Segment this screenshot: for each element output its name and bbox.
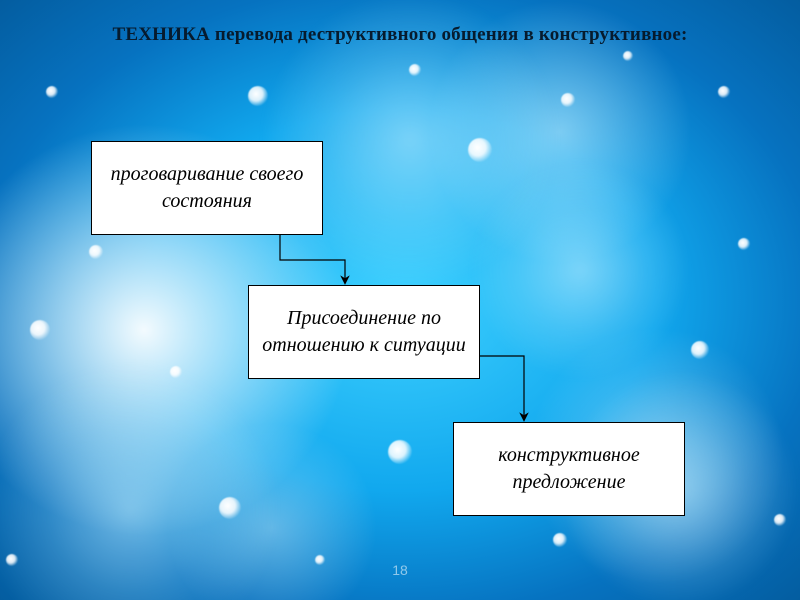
bokeh-dot (691, 341, 709, 359)
slide-stage: ТЕХНИКА перевода деструктивного общения … (0, 0, 800, 600)
bokeh-dot (738, 238, 750, 250)
bokeh-dot (623, 51, 633, 61)
bokeh-dot (89, 245, 103, 259)
bokeh-dot (553, 533, 567, 547)
flow-node-2-line2: отношению к ситуации (262, 334, 465, 356)
bokeh-dot (468, 138, 492, 162)
flow-node-1-line2: состояния (162, 190, 252, 212)
slide-number: 18 (0, 562, 800, 578)
bokeh-dot (248, 86, 268, 106)
flow-node-3-line2: предложение (513, 471, 626, 493)
page-title: ТЕХНИКА перевода деструктивного общения … (0, 24, 800, 46)
bokeh-dot (388, 440, 412, 464)
flow-node-3-line1: конструктивное (498, 444, 639, 466)
bokeh-dot (774, 514, 786, 526)
flow-node-3: конструктивное предложение (453, 422, 685, 516)
flow-node-2: Присоединение по отношению к ситуации (248, 285, 480, 379)
flow-node-1-line1: проговаривание своего (111, 163, 304, 185)
flow-node-1: проговаривание своего состояния (91, 141, 323, 235)
bokeh-glow (470, 160, 690, 380)
bokeh-dot (718, 86, 730, 98)
flow-node-2-line1: Присоединение по (287, 307, 441, 329)
bokeh-dot (170, 366, 182, 378)
bokeh-dot (561, 93, 575, 107)
bokeh-dot (409, 64, 421, 76)
bokeh-dot (219, 497, 241, 519)
bokeh-dot (46, 86, 58, 98)
bokeh-dot (30, 320, 50, 340)
